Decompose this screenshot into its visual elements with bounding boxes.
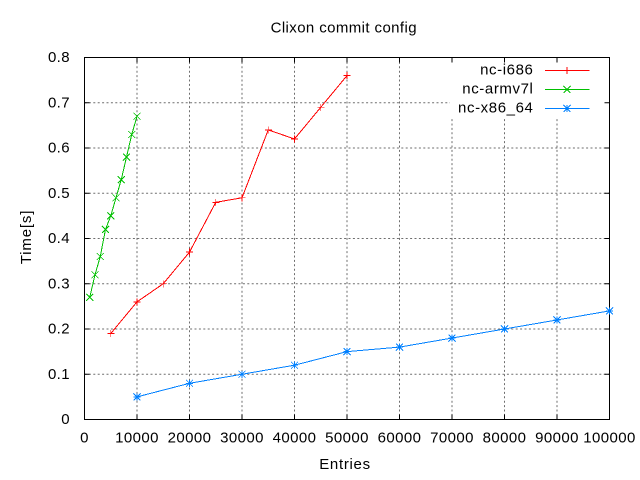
svg-text:60000: 60000 bbox=[378, 430, 422, 447]
svg-text:0: 0 bbox=[80, 430, 89, 447]
svg-text:0.1: 0.1 bbox=[48, 366, 70, 383]
svg-text:Clixon commit config: Clixon commit config bbox=[271, 19, 417, 36]
svg-text:40000: 40000 bbox=[273, 430, 317, 447]
svg-text:30000: 30000 bbox=[220, 430, 264, 447]
svg-text:nc-x86_64: nc-x86_64 bbox=[458, 100, 533, 117]
svg-text:Time[s]: Time[s] bbox=[18, 210, 35, 265]
svg-text:20000: 20000 bbox=[168, 430, 212, 447]
svg-text:0.8: 0.8 bbox=[48, 49, 70, 66]
svg-text:0.7: 0.7 bbox=[48, 94, 70, 111]
svg-text:10000: 10000 bbox=[115, 430, 159, 447]
svg-text:100000: 100000 bbox=[583, 430, 635, 447]
svg-text:nc-i686: nc-i686 bbox=[480, 62, 533, 79]
svg-text:nc-armv7l: nc-armv7l bbox=[462, 81, 533, 98]
svg-text:0.5: 0.5 bbox=[48, 185, 70, 202]
svg-text:80000: 80000 bbox=[483, 430, 527, 447]
svg-text:0.2: 0.2 bbox=[48, 321, 70, 338]
svg-text:70000: 70000 bbox=[430, 430, 474, 447]
svg-text:90000: 90000 bbox=[535, 430, 579, 447]
svg-text:0.6: 0.6 bbox=[48, 140, 70, 157]
svg-text:50000: 50000 bbox=[325, 430, 369, 447]
svg-text:0: 0 bbox=[61, 411, 70, 428]
svg-text:Entries: Entries bbox=[319, 456, 371, 473]
svg-text:0.3: 0.3 bbox=[48, 275, 70, 292]
svg-text:0.4: 0.4 bbox=[48, 230, 70, 247]
